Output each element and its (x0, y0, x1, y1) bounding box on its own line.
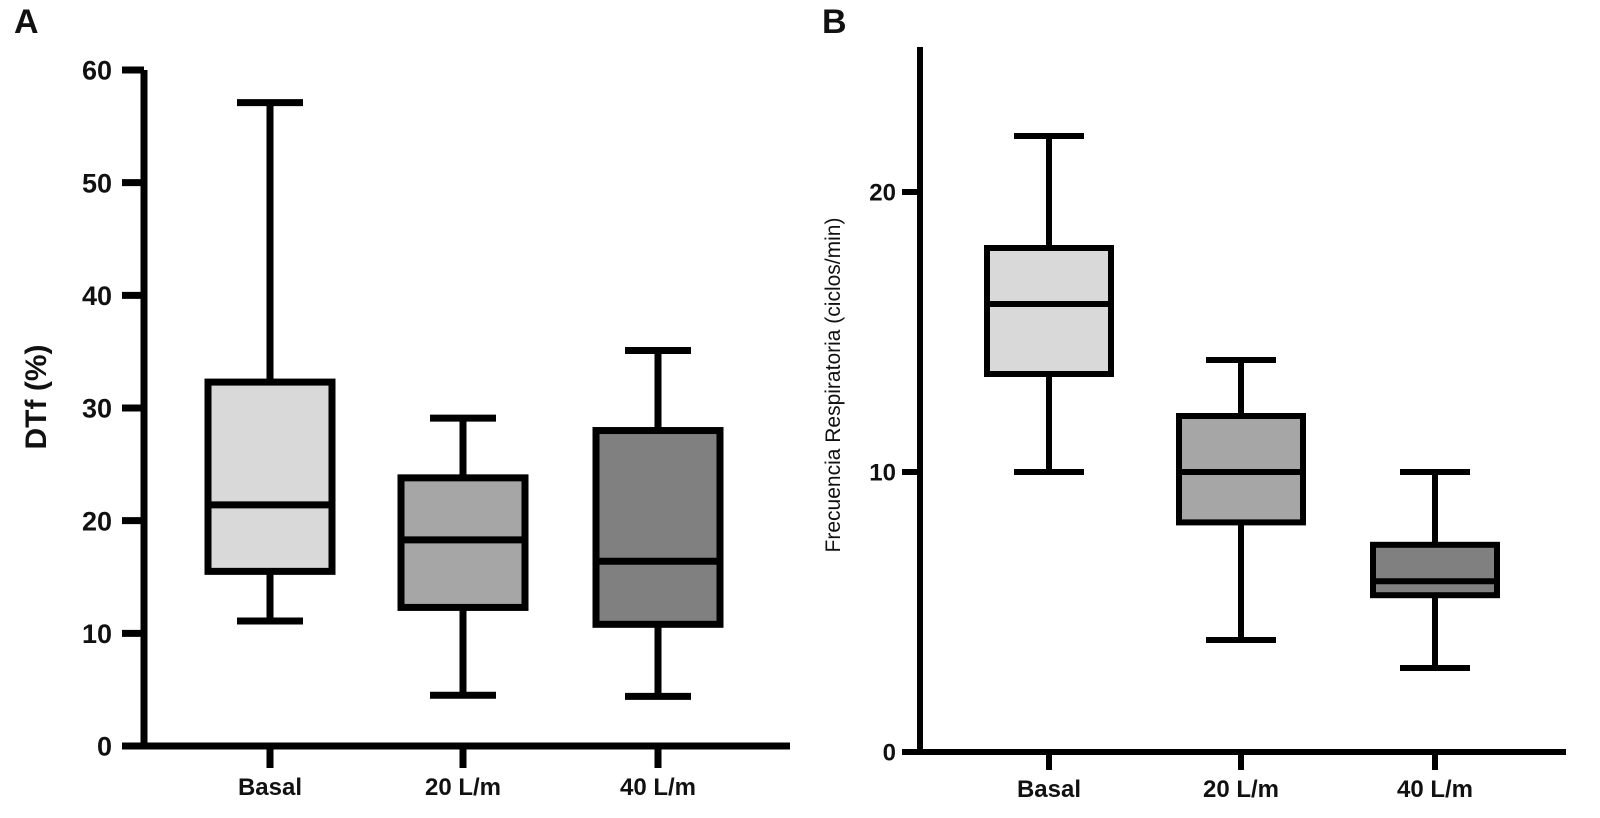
y-axis-title-b: Frecuencia Respiratoria (ciclos/min) (822, 218, 845, 553)
x-tick-label-a: 40 L/m (620, 774, 696, 801)
y-tick-label-a: 50 (82, 168, 112, 198)
plot-area-b: 0 10 20 Basal 20 L/m 40 L/m (869, 47, 1566, 803)
y-tick-label-a: 10 (82, 619, 112, 649)
panel-b: B Frecuencia Respiratoria (ciclos/min) 0… (822, 3, 1566, 803)
y-tick-label-a: 40 (82, 281, 112, 311)
y-tick-label-a: 20 (82, 506, 112, 536)
x-tick-label-b: 20 L/m (1203, 776, 1279, 803)
x-tick-label-a: 20 L/m (425, 774, 501, 801)
x-tick-label-b: 40 L/m (1397, 776, 1473, 803)
x-tick-label-b: Basal (1017, 776, 1081, 803)
y-tick-label-b: 10 (869, 460, 896, 487)
box (984, 245, 1114, 377)
y-tick-label-a: 0 (97, 732, 112, 762)
panel-label-a: A (14, 3, 39, 41)
panel-a: A DTf (%) 0 10 20 30 40 50 60 Basal 20 L/m 40 L/m (14, 3, 790, 801)
y-tick-label-a: 60 (82, 56, 112, 86)
box (592, 427, 724, 628)
box (1370, 541, 1500, 599)
plot-area-a: 0 10 20 30 40 50 60 Basal 20 L/m 40 L/m (82, 56, 790, 801)
y-tick-label-b: 20 (869, 180, 896, 207)
x-tick-label-a: Basal (238, 774, 302, 801)
box (204, 378, 336, 575)
y-axis-title-a: DTf (%) (20, 345, 53, 450)
panel-label-b: B (822, 3, 847, 41)
y-tick-label-a: 30 (82, 394, 112, 424)
y-tick-label-b: 0 (883, 740, 896, 767)
